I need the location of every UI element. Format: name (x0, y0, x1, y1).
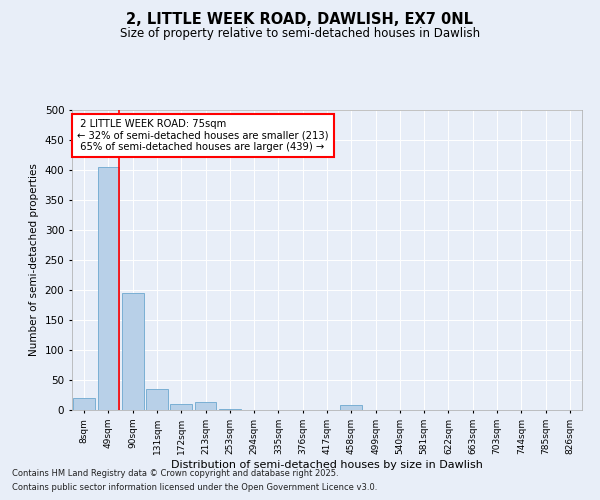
Text: Contains HM Land Registry data © Crown copyright and database right 2025.: Contains HM Land Registry data © Crown c… (12, 468, 338, 477)
Bar (73, 398, 95, 410)
Bar (170, 404, 192, 410)
Y-axis label: Number of semi-detached properties: Number of semi-detached properties (29, 164, 39, 356)
Text: Size of property relative to semi-detached houses in Dawlish: Size of property relative to semi-detach… (120, 28, 480, 40)
Text: 2, LITTLE WEEK ROAD, DAWLISH, EX7 0NL: 2, LITTLE WEEK ROAD, DAWLISH, EX7 0NL (127, 12, 473, 28)
Bar (219, 409, 241, 410)
Text: Contains public sector information licensed under the Open Government Licence v3: Contains public sector information licen… (12, 484, 377, 492)
Bar (194, 402, 217, 410)
Bar (146, 389, 168, 410)
Bar (340, 405, 362, 410)
X-axis label: Distribution of semi-detached houses by size in Dawlish: Distribution of semi-detached houses by … (171, 460, 483, 469)
Text: 2 LITTLE WEEK ROAD: 75sqm
← 32% of semi-detached houses are smaller (213)
 65% o: 2 LITTLE WEEK ROAD: 75sqm ← 32% of semi-… (77, 119, 329, 152)
Bar (97, 167, 119, 410)
Bar (122, 293, 143, 410)
